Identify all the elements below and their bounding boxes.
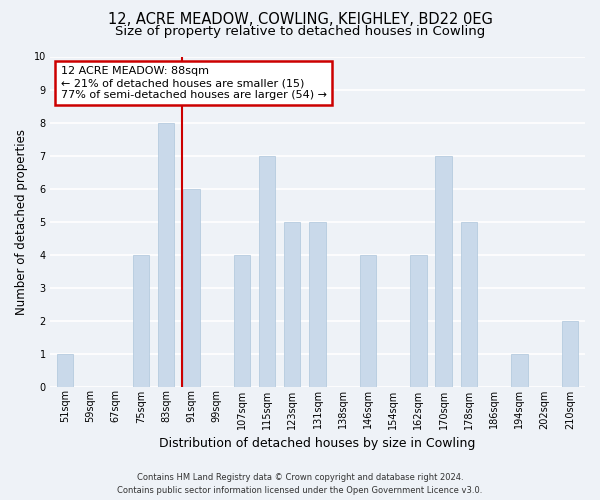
Bar [259, 156, 275, 386]
Text: Contains HM Land Registry data © Crown copyright and database right 2024.
Contai: Contains HM Land Registry data © Crown c… [118, 474, 482, 495]
Bar [461, 222, 477, 386]
Bar [511, 354, 527, 386]
Bar [562, 320, 578, 386]
Text: Size of property relative to detached houses in Cowling: Size of property relative to detached ho… [115, 25, 485, 38]
Y-axis label: Number of detached properties: Number of detached properties [15, 128, 28, 314]
Text: 12 ACRE MEADOW: 88sqm
← 21% of detached houses are smaller (15)
77% of semi-deta: 12 ACRE MEADOW: 88sqm ← 21% of detached … [61, 66, 326, 100]
Bar [183, 188, 200, 386]
Text: 12, ACRE MEADOW, COWLING, KEIGHLEY, BD22 0EG: 12, ACRE MEADOW, COWLING, KEIGHLEY, BD22… [107, 12, 493, 28]
Bar [158, 122, 174, 386]
Bar [360, 254, 376, 386]
Bar [284, 222, 301, 386]
Bar [57, 354, 73, 386]
X-axis label: Distribution of detached houses by size in Cowling: Distribution of detached houses by size … [159, 437, 476, 450]
Bar [233, 254, 250, 386]
Bar [436, 156, 452, 386]
Bar [410, 254, 427, 386]
Bar [309, 222, 326, 386]
Bar [133, 254, 149, 386]
